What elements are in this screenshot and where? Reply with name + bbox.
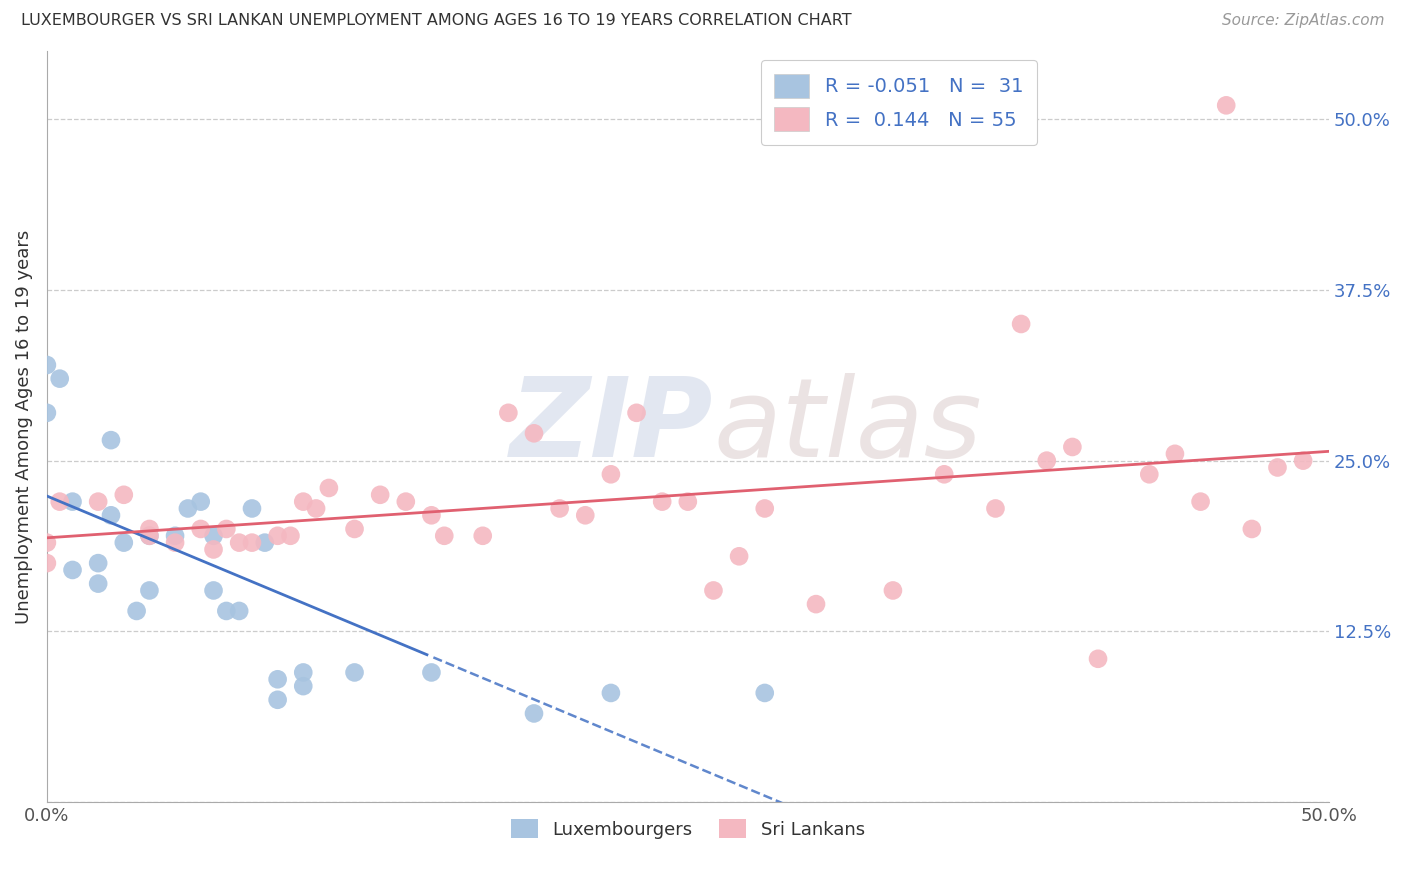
Point bbox=[523, 706, 546, 721]
Point bbox=[1189, 494, 1212, 508]
Point bbox=[292, 494, 315, 508]
Point bbox=[177, 501, 200, 516]
Point bbox=[215, 604, 238, 618]
Point bbox=[1062, 440, 1084, 454]
Text: atlas: atlas bbox=[713, 373, 981, 480]
Point bbox=[165, 535, 187, 549]
Point bbox=[215, 522, 238, 536]
Point bbox=[574, 508, 596, 523]
Point bbox=[651, 494, 673, 508]
Point bbox=[1240, 522, 1263, 536]
Point bbox=[100, 433, 122, 447]
Point bbox=[676, 494, 699, 508]
Point bbox=[292, 665, 315, 680]
Point bbox=[433, 529, 456, 543]
Point bbox=[420, 508, 443, 523]
Text: Source: ZipAtlas.com: Source: ZipAtlas.com bbox=[1222, 13, 1385, 29]
Point bbox=[240, 501, 263, 516]
Point bbox=[100, 508, 122, 523]
Point bbox=[62, 563, 84, 577]
Point bbox=[35, 406, 58, 420]
Point bbox=[626, 406, 648, 420]
Point bbox=[1292, 453, 1315, 467]
Point bbox=[266, 673, 288, 687]
Point bbox=[112, 535, 135, 549]
Point bbox=[266, 529, 288, 543]
Point bbox=[343, 665, 366, 680]
Point bbox=[35, 358, 58, 372]
Point bbox=[202, 542, 225, 557]
Point bbox=[266, 693, 288, 707]
Point bbox=[395, 494, 418, 508]
Point bbox=[343, 522, 366, 536]
Point bbox=[318, 481, 340, 495]
Point bbox=[87, 494, 110, 508]
Point bbox=[754, 686, 776, 700]
Point bbox=[1010, 317, 1032, 331]
Point bbox=[882, 583, 904, 598]
Point bbox=[48, 371, 70, 385]
Point bbox=[62, 494, 84, 508]
Point bbox=[138, 529, 160, 543]
Point bbox=[240, 535, 263, 549]
Point bbox=[165, 529, 187, 543]
Point bbox=[754, 501, 776, 516]
Point bbox=[35, 556, 58, 570]
Y-axis label: Unemployment Among Ages 16 to 19 years: Unemployment Among Ages 16 to 19 years bbox=[15, 229, 32, 624]
Point bbox=[471, 529, 494, 543]
Point bbox=[934, 467, 956, 482]
Point bbox=[600, 467, 623, 482]
Point bbox=[420, 665, 443, 680]
Point bbox=[228, 535, 250, 549]
Point bbox=[35, 535, 58, 549]
Point bbox=[48, 494, 70, 508]
Text: LUXEMBOURGER VS SRI LANKAN UNEMPLOYMENT AMONG AGES 16 TO 19 YEARS CORRELATION CH: LUXEMBOURGER VS SRI LANKAN UNEMPLOYMENT … bbox=[21, 13, 852, 29]
Point bbox=[112, 488, 135, 502]
Point bbox=[138, 583, 160, 598]
Point bbox=[804, 597, 827, 611]
Point bbox=[292, 679, 315, 693]
Point bbox=[253, 535, 276, 549]
Point bbox=[138, 522, 160, 536]
Point bbox=[702, 583, 724, 598]
Point bbox=[728, 549, 751, 564]
Point bbox=[280, 529, 302, 543]
Point bbox=[600, 686, 623, 700]
Text: ZIP: ZIP bbox=[510, 373, 713, 480]
Point bbox=[1137, 467, 1160, 482]
Point bbox=[87, 576, 110, 591]
Point bbox=[1164, 447, 1187, 461]
Point bbox=[138, 529, 160, 543]
Point bbox=[305, 501, 328, 516]
Point bbox=[498, 406, 520, 420]
Point bbox=[984, 501, 1007, 516]
Point bbox=[202, 529, 225, 543]
Point bbox=[548, 501, 571, 516]
Point bbox=[87, 556, 110, 570]
Point bbox=[190, 494, 212, 508]
Point bbox=[368, 488, 391, 502]
Legend: Luxembourgers, Sri Lankans: Luxembourgers, Sri Lankans bbox=[503, 812, 872, 846]
Point bbox=[1087, 652, 1109, 666]
Point bbox=[228, 604, 250, 618]
Point bbox=[125, 604, 148, 618]
Point bbox=[1215, 98, 1237, 112]
Point bbox=[1267, 460, 1289, 475]
Point bbox=[523, 426, 546, 441]
Point bbox=[202, 583, 225, 598]
Point bbox=[190, 522, 212, 536]
Point bbox=[1035, 453, 1057, 467]
